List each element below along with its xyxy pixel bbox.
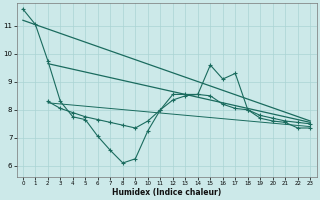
- X-axis label: Humidex (Indice chaleur): Humidex (Indice chaleur): [112, 188, 221, 197]
